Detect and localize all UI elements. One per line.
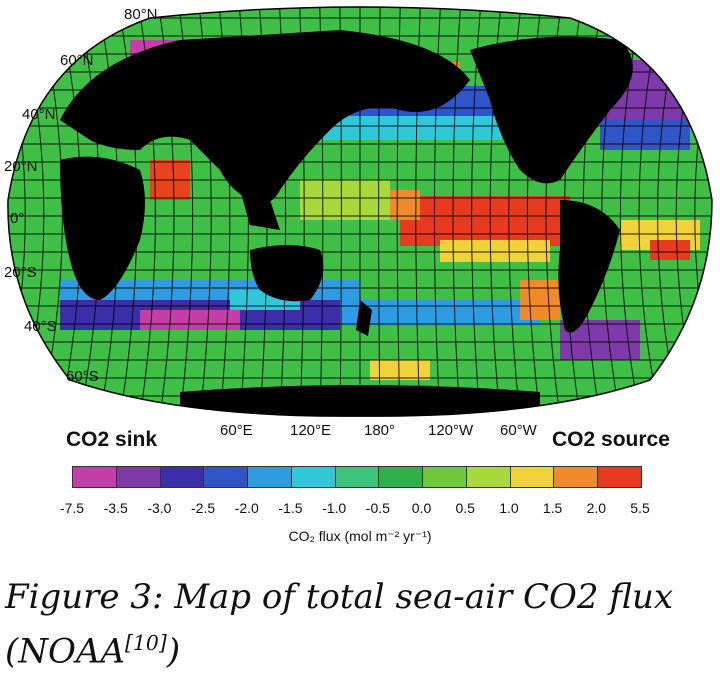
longitude-grid-line [0, 0, 7, 430]
lat-label-40s: 40°S [24, 318, 57, 335]
longitude-grid-line [157, 7, 175, 417]
colorbar-tick-label: 1.5 [542, 500, 563, 516]
longitude-grid-line [471, 7, 482, 417]
longitude-grid-line [713, 0, 720, 430]
lon-label-120w: 120°W [428, 422, 474, 439]
longitude-grid-line [319, 7, 324, 417]
figure-caption: Figure 3: Map of total sea-air CO2 flux … [5, 574, 715, 674]
longitude-grid-line [489, 7, 502, 417]
colorbar-tick-label: 5.5 [630, 500, 650, 516]
longitude-grid-line [582, 7, 603, 417]
colorbar-segment [554, 467, 599, 487]
colorbar-tick-label: -1.0 [322, 500, 347, 516]
colorbar-segment [116, 467, 161, 487]
lon-label-60e: 60°E [220, 422, 253, 439]
colorbar-tick-label: -3.5 [103, 500, 128, 516]
colorbar-segment [73, 467, 117, 487]
colorbar-unit-label: CO₂ flux (mol m⁻² yr⁻¹) [288, 528, 432, 544]
caption-line-2-suffix: ) [166, 631, 181, 672]
colorbar-tick-label: -0.5 [365, 500, 390, 516]
colorbar-segment [466, 467, 511, 487]
flux-map: 80°N 60°N 40°N 20°N 0° 20°S 40°S 60°S 60… [0, 0, 720, 451]
co2-source-label: CO2 source [552, 428, 670, 451]
colorbar-segment [291, 467, 336, 487]
longitude-grid-line [378, 7, 381, 417]
lat-label-0: 0° [10, 210, 25, 227]
colorbar-segment [510, 467, 555, 487]
lat-label-20s: 20°S [4, 264, 37, 281]
longitude-grid-line [197, 7, 212, 417]
colorbar-segment [598, 467, 641, 487]
colorbar-segment [204, 467, 249, 487]
colorbar-tick-label: 0.5 [455, 500, 475, 516]
caption-citation: [10] [125, 631, 167, 655]
lat-label-60n: 60°N [60, 52, 94, 69]
colorbar-ticks: -7.5 -3.5 -3.0 -2.5 -2.0 -1.5 -1.0 -0.5 0.0 0.5 1.… [60, 500, 650, 520]
caption-line-2: (NOAA[10]) [5, 620, 715, 674]
colorbar-segment [248, 467, 292, 487]
longitude-grid-line [452, 7, 462, 417]
lat-label-80n: 80°N [124, 6, 158, 23]
longitude-grid-line [137, 7, 156, 417]
longitude-grid-line [339, 7, 342, 417]
colorbar-segment [160, 467, 205, 487]
longitude-grid-line [545, 7, 563, 417]
lat-label-60s: 60°S [66, 368, 99, 385]
lon-label-120e: 120°E [290, 422, 332, 439]
longitude-grid-line [218, 7, 231, 417]
longitude-grid-line [564, 7, 583, 417]
colorbar-tick-label: -2.0 [234, 500, 259, 516]
longitude-grid-line [619, 7, 644, 417]
longitude-grid-line [117, 7, 138, 417]
lat-label-20n: 20°N [4, 158, 38, 175]
caption-line-1: Figure 3: Map of total sea-air CO2 flux [5, 577, 674, 617]
colorbar-segment [379, 467, 424, 487]
longitude-grid-line [526, 7, 543, 417]
longitude-grid-line [238, 7, 249, 417]
longitude-grid-line [396, 7, 401, 417]
lat-label-40n: 40°N [22, 106, 56, 123]
longitude-grid-line [433, 7, 442, 417]
longitude-grid-line [508, 7, 523, 417]
colorbar-segment [423, 467, 467, 487]
colorbar-tick-label: 1.0 [499, 500, 519, 516]
colorbar-segment [335, 467, 380, 487]
co2-sink-label: CO2 sink [66, 428, 158, 451]
longitude-grid-line [415, 7, 422, 417]
lon-label-180: 180° [364, 422, 396, 439]
colorbar-tick-label: -3.0 [147, 500, 172, 516]
caption-line-2-prefix: (NOAA [5, 631, 125, 672]
lon-label-60w: 60°W [500, 422, 537, 439]
longitude-grid-line [96, 7, 119, 417]
longitude-grid-line [278, 7, 287, 417]
world-map-graphic [0, 0, 720, 430]
longitude-grid-line [76, 7, 101, 417]
colorbar-tick-label: 2.0 [586, 500, 607, 516]
colorbar-tick-label: -2.5 [191, 500, 216, 516]
colorbar-tick-label: -1.5 [278, 500, 303, 516]
colorbar-tick-label: 0.0 [411, 500, 432, 516]
colorbar [72, 466, 642, 488]
colorbar-tick-label: -7.5 [59, 500, 85, 516]
longitude-grid-line [601, 7, 624, 417]
longitude-grid-line [258, 7, 268, 417]
longitude-grid-line [298, 7, 305, 417]
longitude-grid-line [177, 7, 194, 417]
